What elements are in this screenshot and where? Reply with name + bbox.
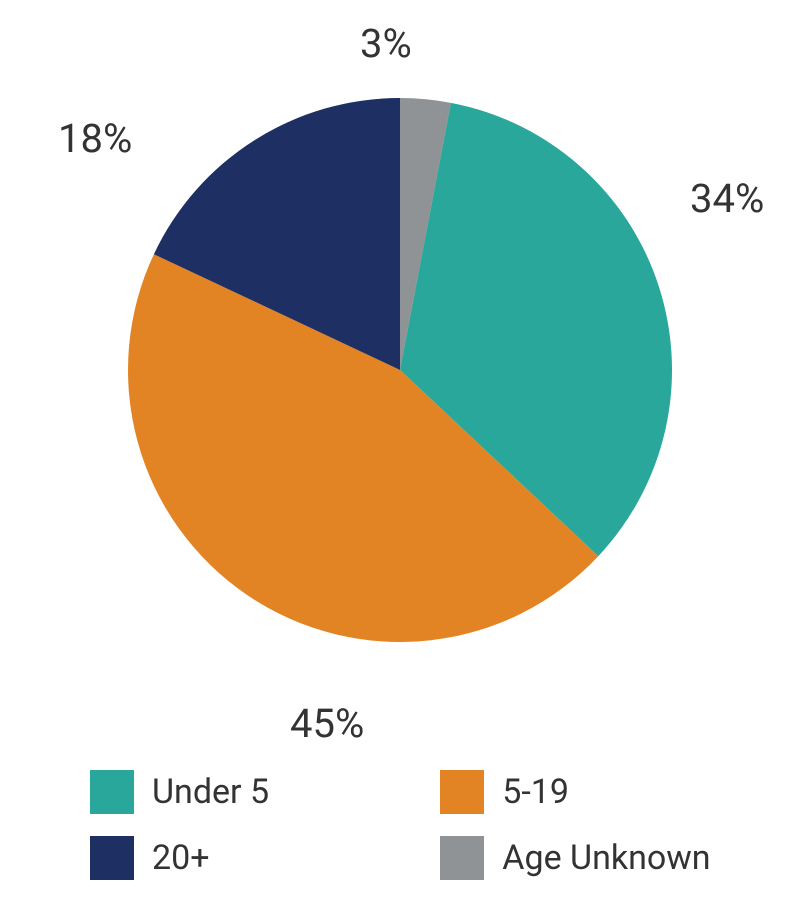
legend-item-age_unknown: Age Unknown [440, 836, 710, 880]
pie-chart [128, 98, 672, 642]
legend-item-5_19: 5-19 [440, 770, 710, 814]
legend-swatch-age_unknown [440, 836, 484, 880]
legend-swatch-20_plus [90, 836, 134, 880]
legend-label-5_19: 5-19 [502, 772, 569, 812]
pie-svg [128, 98, 672, 642]
pct-label-age_unknown: 3% [360, 20, 412, 67]
legend-item-20_plus: 20+ [90, 836, 360, 880]
legend-label-under_5: Under 5 [152, 772, 269, 812]
legend-swatch-5_19 [440, 770, 484, 814]
pct-label-20_plus: 18% [58, 115, 132, 162]
legend-item-under_5: Under 5 [90, 770, 360, 814]
pct-label-5_19: 45% [290, 700, 364, 747]
legend-label-age_unknown: Age Unknown [502, 838, 710, 878]
pct-label-under_5: 34% [690, 175, 764, 222]
legend-label-20_plus: 20+ [152, 838, 210, 878]
legend-swatch-under_5 [90, 770, 134, 814]
legend: Under 5 5-19 20+ Age Unknown [90, 770, 711, 880]
pie-chart-container: 3% 34% 45% 18% Under 5 5-19 20+ Age Unknown [0, 0, 800, 904]
